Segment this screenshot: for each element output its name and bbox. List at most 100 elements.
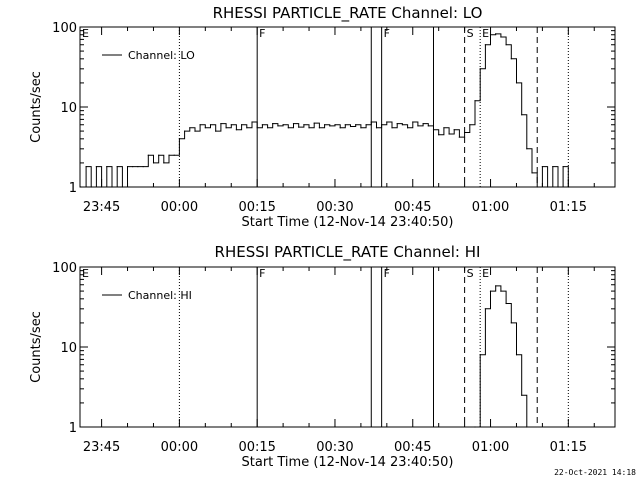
x-tick-label: 00:30 [316,200,353,215]
chart-panel: RHESSI PARTICLE_RATE Channel: LO 1 10 100 Co… [29,4,616,230]
data-point [510,58,512,60]
data-point [552,166,554,168]
data-point [292,123,295,125]
data-point [484,308,486,310]
data-point [381,124,383,126]
data-point [557,186,559,188]
data-point [121,186,123,188]
data-point [479,68,481,70]
data-point [163,162,165,164]
data-point [246,127,248,129]
data-point [495,285,497,287]
data-point [360,127,362,129]
data-point [298,126,300,128]
data-point [526,426,528,428]
y-tick-label: 100 [52,21,77,36]
data-point [484,44,486,46]
data-point [116,166,118,168]
data-point [178,138,180,140]
y-tick-label: 10 [60,101,77,116]
corner-label: E [82,267,89,280]
data-point [339,127,341,129]
data-point [235,129,237,131]
x-axis-label: Start Time (12-Nov-14 23:40:50) [242,455,454,470]
footer-date-stamp: 22-Oct-2021 14:18 [554,468,636,477]
data-point [261,124,263,126]
data-point [209,124,212,126]
data-point [474,426,476,428]
data-point [318,127,320,129]
data-point [173,154,175,156]
data-point [479,354,481,356]
marker-label: E [482,267,489,280]
chart-panel: RHESSI PARTICLE_RATE Channel: HI 1 10 100 Co… [29,243,616,470]
data-point [308,127,310,129]
data-point [111,186,113,188]
data-point [500,290,502,292]
data-point [152,162,155,164]
data-point [147,154,149,156]
x-tick-label: 23:45 [83,200,120,215]
data-point [521,114,523,116]
chart-title: RHESSI PARTICLE_RATE Channel: HI [215,243,481,262]
x-tick-label: 00:00 [161,440,198,455]
data-point [324,124,326,126]
marker-label: S [467,267,474,280]
data-point [515,354,518,356]
data-point [344,124,346,126]
data-point [101,186,103,188]
legend-entry: Channel: HI [128,289,192,302]
x-tick-label: 01:00 [472,200,509,215]
data-point [349,125,352,128]
y-axis-label: Counts/sec [29,311,44,383]
data-point [272,123,274,125]
data-point [386,121,388,123]
data-point [375,127,378,129]
data-point [464,131,466,134]
chart-title: RHESSI PARTICLE_RATE Channel: LO [213,4,483,23]
x-tick-label: 23:45 [83,440,120,455]
data-point [225,127,227,129]
data-point [458,136,460,138]
data-point [443,127,445,129]
data-point [80,186,82,188]
data-point [500,36,502,38]
data-point [401,124,403,126]
data-point [536,186,538,188]
data-point [474,100,476,102]
data-point [204,127,206,129]
data-point [137,166,139,168]
data-point [194,130,196,132]
data-point [303,124,305,126]
data-point [282,124,284,126]
data-point [241,124,243,126]
data-point [505,44,507,46]
data-point [184,130,186,132]
data-point [158,154,160,156]
data-point [495,33,497,35]
data-point [531,172,533,174]
data-point [510,322,512,324]
data-point [106,166,108,168]
data-point [469,124,471,126]
data-point [85,166,87,168]
marker-label: S [467,27,474,40]
data-point [132,166,134,168]
data-point [329,125,331,127]
data-point [489,34,492,36]
corner-label: E [82,27,89,40]
x-tick-label: 01:00 [472,440,509,455]
data-point [562,166,564,168]
x-tick-label: 00:15 [238,200,275,215]
data-point [370,121,372,123]
data-point [168,154,170,156]
data-point [489,290,492,292]
x-tick-label: 01:15 [550,440,587,455]
data-point [365,124,367,126]
y-tick-label: 1 [69,421,77,436]
marker-label: F [384,267,390,280]
y-tick-label: 10 [60,341,77,356]
data-point [407,127,409,129]
data-point [448,133,450,135]
